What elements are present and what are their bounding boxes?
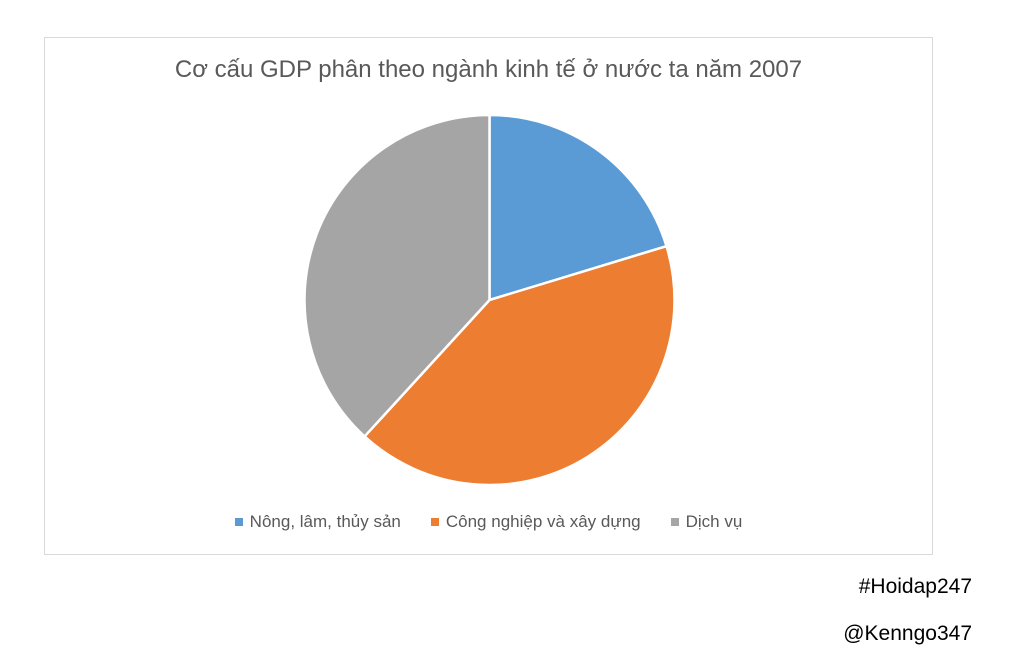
chart-title: Cơ cấu GDP phân theo ngành kinh tế ở nướ… (174, 56, 803, 83)
legend-label-industry: Công nghiệp và xây dựng (445, 512, 641, 531)
chart-frame: Cơ cấu GDP phân theo ngành kinh tế ở nướ… (44, 37, 933, 555)
author-watermark: @Kenngo347 (843, 622, 972, 645)
pie-slice-services (303, 113, 491, 438)
legend-item-industry: Công nghiệp và xây dựng (430, 512, 641, 532)
legend-item-agriculture: Nông, lâm, thủy sản (234, 512, 401, 532)
legend-item-services: Dịch vụ (670, 512, 743, 532)
legend-label-agriculture: Nông, lâm, thủy sản (249, 512, 401, 531)
pie-slice-industry (363, 244, 676, 487)
legend-label-services: Dịch vụ (685, 512, 743, 531)
chart-legend: Nông, lâm, thủy sản Công nghiệp và xây d… (45, 512, 932, 532)
pie-chart (303, 113, 676, 487)
legend-swatch-industry (430, 518, 439, 526)
hashtag-watermark: #Hoidap247 (858, 575, 972, 598)
pie-slice-agriculture (488, 113, 668, 302)
legend-swatch-services (670, 518, 679, 526)
legend-swatch-agriculture (234, 518, 243, 526)
